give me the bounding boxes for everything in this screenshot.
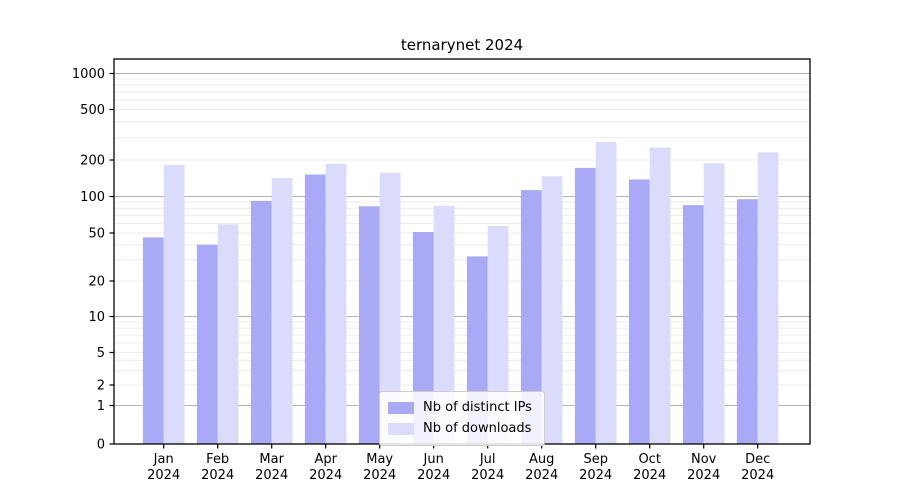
bar-downloads-mar bbox=[271, 178, 293, 444]
x-tick-label-year-mar: 2024 bbox=[255, 468, 288, 483]
x-axis-ticks: Jan2024Feb2024Mar2024Apr2024May2024Jun20… bbox=[147, 444, 774, 483]
x-tick-label-month-apr: Apr bbox=[314, 452, 337, 467]
legend-swatch-downloads bbox=[388, 422, 414, 435]
x-tick-label-year-dec: 2024 bbox=[741, 468, 774, 483]
chart-title: ternarynet 2024 bbox=[400, 36, 524, 54]
y-tick-label-200: 200 bbox=[80, 154, 105, 169]
x-tick-label-month-may: May bbox=[366, 452, 393, 467]
bar-distinct-ips-may bbox=[358, 206, 380, 444]
bar-downloads-oct bbox=[649, 147, 671, 444]
bar-distinct-ips-apr bbox=[304, 174, 326, 444]
x-tick-label-year-may: 2024 bbox=[363, 468, 396, 483]
bar-downloads-sep bbox=[595, 141, 617, 444]
bar-distinct-ips-nov bbox=[682, 205, 704, 444]
x-tick-label-year-sep: 2024 bbox=[579, 468, 612, 483]
x-tick-label-month-feb: Feb bbox=[206, 452, 229, 467]
y-tick-label-10: 10 bbox=[88, 310, 105, 325]
bar-distinct-ips-sep bbox=[574, 167, 596, 444]
bar-downloads-jun bbox=[433, 205, 455, 444]
x-tick-label-month-jan: Jan bbox=[153, 452, 174, 467]
bar-downloads-feb bbox=[217, 224, 239, 444]
bar-distinct-ips-aug bbox=[520, 190, 542, 444]
bar-downloads-jan bbox=[163, 165, 185, 444]
y-tick-label-5: 5 bbox=[97, 346, 105, 361]
legend-item-distinct-ips: Nb of distinct IPs bbox=[388, 397, 532, 418]
y-tick-label-0: 0 bbox=[97, 438, 105, 453]
x-tick-label-year-jul: 2024 bbox=[471, 468, 504, 483]
y-tick-label-2: 2 bbox=[97, 379, 105, 394]
x-tick-label-year-jun: 2024 bbox=[417, 468, 450, 483]
y-tick-label-50: 50 bbox=[88, 227, 105, 242]
bar-distinct-ips-jan bbox=[142, 237, 164, 444]
x-tick-label-year-aug: 2024 bbox=[525, 468, 558, 483]
x-tick-label-month-dec: Dec bbox=[745, 452, 770, 467]
x-tick-label-month-mar: Mar bbox=[259, 452, 284, 467]
x-tick-label-month-jun: Jun bbox=[423, 452, 444, 467]
x-tick-label-month-nov: Nov bbox=[691, 452, 717, 467]
x-tick-label-year-feb: 2024 bbox=[201, 468, 234, 483]
bar-downloads-apr bbox=[325, 163, 347, 445]
bar-downloads-nov bbox=[703, 163, 725, 445]
x-tick-label-year-nov: 2024 bbox=[687, 468, 720, 483]
bars-downloads bbox=[163, 141, 779, 445]
y-axis-ticks: 0 1 2 5 10 20 50 100 200 500 1000 bbox=[72, 67, 114, 453]
bar-downloads-dec bbox=[757, 152, 779, 445]
x-tick-label-year-oct: 2024 bbox=[633, 468, 666, 483]
bar-distinct-ips-mar bbox=[250, 200, 272, 444]
y-tick-label-500: 500 bbox=[80, 103, 105, 118]
legend-label-downloads: Nb of downloads bbox=[423, 421, 532, 436]
chart-legend: Nb of distinct IPs Nb of downloads bbox=[379, 391, 545, 446]
x-tick-label-year-jan: 2024 bbox=[147, 468, 180, 483]
legend-label-distinct-ips: Nb of distinct IPs bbox=[423, 400, 532, 415]
legend-item-downloads: Nb of downloads bbox=[388, 418, 532, 439]
bar-downloads-jul bbox=[487, 226, 509, 444]
y-tick-label-100: 100 bbox=[80, 190, 105, 205]
x-tick-label-month-sep: Sep bbox=[583, 452, 608, 467]
x-tick-label-month-oct: Oct bbox=[638, 452, 660, 467]
bar-downloads-aug bbox=[541, 176, 563, 444]
bar-distinct-ips-oct bbox=[628, 179, 650, 444]
bar-downloads-may bbox=[379, 172, 401, 444]
y-tick-label-1: 1 bbox=[97, 399, 105, 414]
x-tick-label-month-aug: Aug bbox=[529, 452, 554, 467]
bar-distinct-ips-feb bbox=[196, 244, 218, 444]
x-tick-label-year-apr: 2024 bbox=[309, 468, 342, 483]
y-tick-label-1000: 1000 bbox=[72, 67, 105, 82]
bar-distinct-ips-dec bbox=[736, 199, 758, 444]
legend-swatch-distinct-ips bbox=[388, 401, 414, 414]
y-tick-label-20: 20 bbox=[88, 275, 105, 290]
x-tick-label-month-jul: Jul bbox=[479, 452, 496, 467]
